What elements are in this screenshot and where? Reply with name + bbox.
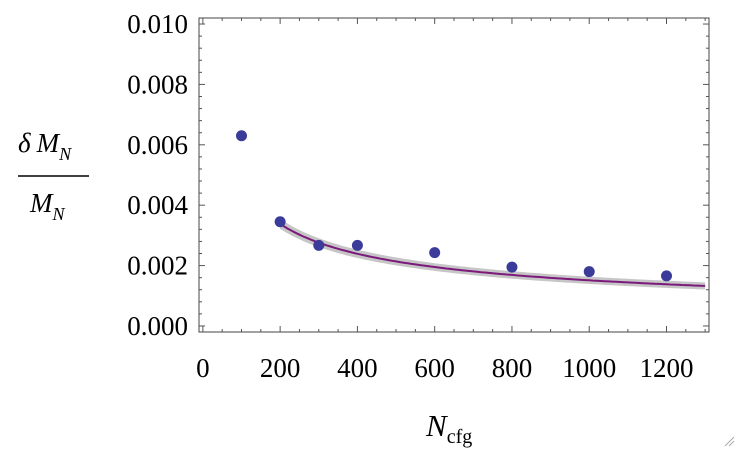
resize-grip-icon[interactable] [723,435,735,447]
x-label-main: N [425,408,449,443]
x-tick-label: 1000 [562,353,616,383]
data-point [583,266,595,278]
y-tick-label: 0.008 [127,69,188,99]
y-label-denominator-main: M [29,188,54,218]
y-tick-label: 0.010 [127,9,188,39]
x-tick-label: 800 [492,353,533,383]
x-axis-ticks [202,18,706,332]
svg-text:Ncfg: Ncfg [425,408,472,448]
x-tick-label: 200 [260,353,301,383]
data-point [236,130,247,142]
y-label-denominator-sub: N [52,204,66,224]
svg-text:δMN: δ MN [18,128,72,164]
fit-curve [279,223,706,287]
x-tick-label: 400 [337,353,378,383]
confidence-band-layer [280,218,706,290]
data-point [351,239,363,251]
x-tick-label: 1200 [640,353,694,383]
x-tick-label: 600 [414,353,455,383]
fit-curve-layer [279,223,706,287]
data-point [313,239,325,251]
y-label-numerator-main: M [36,128,61,158]
x-tick-label: 0 [196,353,210,383]
y-tick-label: 0.000 [127,311,188,341]
y-axis-ticks [199,23,709,327]
y-label-numerator-sub: N [58,144,72,164]
y-axis-tick-labels: 0.000 0.002 0.004 0.006 0.008 0.010 [127,9,188,341]
y-tick-label: 0.002 [127,251,188,281]
x-label-sub: cfg [447,426,473,448]
x-axis-label: Ncfg [425,408,472,448]
y-tick-label: 0.004 [127,190,188,220]
y-label-delta: δ [18,128,31,158]
data-point [661,270,672,282]
svg-text:MN: MN [29,188,66,224]
fit-confidence-band [280,218,706,290]
data-point [429,247,441,259]
data-points-layer [236,130,672,282]
y-axis-label: δ MN MN [18,128,89,224]
x-axis-tick-labels: 0 200 400 600 800 1000 1200 [196,353,693,383]
y-tick-label: 0.006 [127,130,188,160]
data-point [506,261,518,273]
data-point [274,216,286,228]
